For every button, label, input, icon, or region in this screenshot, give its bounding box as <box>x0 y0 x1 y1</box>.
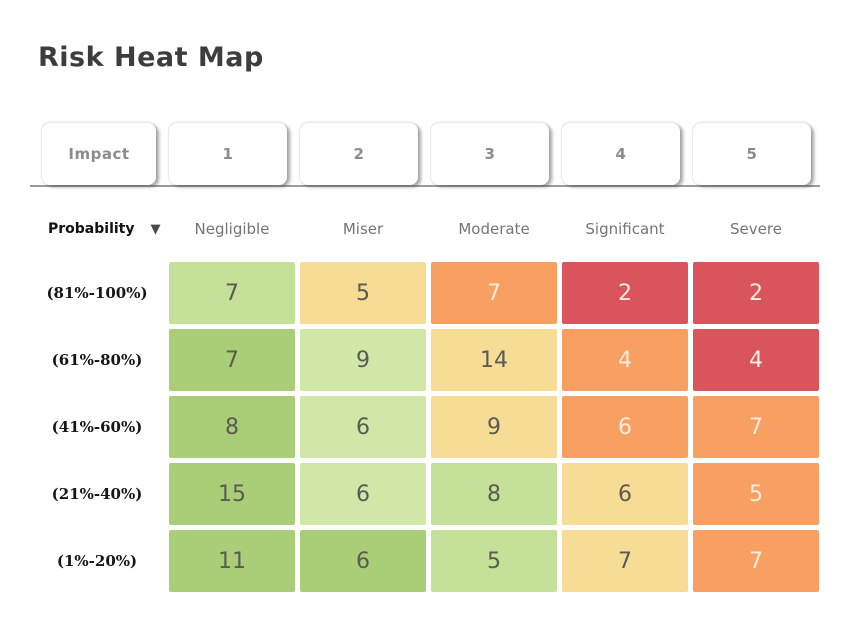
impact-tab-strip: Impact 1 2 3 4 5 <box>30 123 820 187</box>
heat-cell: 7 <box>693 530 819 592</box>
heat-cell: 7 <box>431 262 557 324</box>
probability-header: Probability ▼ <box>30 221 164 237</box>
tab-impact-label: Impact <box>68 145 130 163</box>
heat-cell: 5 <box>431 530 557 592</box>
tab-impact-3[interactable]: 3 <box>431 123 549 185</box>
heatmap-grid: (81%-100%) 7 5 7 2 2 (61%-80%) 7 9 14 4 4 (41%-60%) 8… <box>30 262 820 592</box>
heat-cell: 7 <box>169 262 295 324</box>
heat-cell: 6 <box>562 463 688 525</box>
heat-cell: 7 <box>693 396 819 458</box>
column-header-negligible: Negligible <box>194 220 270 238</box>
heat-cell: 5 <box>300 262 426 324</box>
probability-label: Probability <box>48 221 135 237</box>
page-title: Risk Heat Map <box>38 42 264 73</box>
heat-cell: 4 <box>562 329 688 391</box>
tab-impact-4[interactable]: 4 <box>562 123 680 185</box>
tab-4-label: 4 <box>615 145 627 163</box>
heat-cell: 6 <box>300 396 426 458</box>
heat-cell: 2 <box>693 262 819 324</box>
tab-impact[interactable]: Impact <box>42 123 156 185</box>
sort-down-icon[interactable]: ▼ <box>150 221 161 237</box>
heat-cell: 5 <box>693 463 819 525</box>
tab-1-label: 1 <box>222 145 234 163</box>
heat-cell: 14 <box>431 329 557 391</box>
column-header-moderate: Moderate <box>458 220 530 238</box>
heat-cell: 9 <box>300 329 426 391</box>
tab-impact-2[interactable]: 2 <box>300 123 418 185</box>
heat-cell: 6 <box>300 530 426 592</box>
row-label: (61%-80%) <box>51 351 143 369</box>
heat-cell: 7 <box>562 530 688 592</box>
heat-cell: 7 <box>169 329 295 391</box>
tab-impact-5[interactable]: 5 <box>693 123 811 185</box>
tab-2-label: 2 <box>353 145 365 163</box>
column-header-significant: Significant <box>585 220 665 238</box>
heat-cell: 11 <box>169 530 295 592</box>
heat-cell: 6 <box>562 396 688 458</box>
tab-impact-1[interactable]: 1 <box>169 123 287 185</box>
heat-cell: 9 <box>431 396 557 458</box>
row-label: (41%-60%) <box>51 418 143 436</box>
tab-5-label: 5 <box>746 145 758 163</box>
column-header-miser: Miser <box>342 220 384 238</box>
column-header-row: Probability ▼ Negligible Miser Moderate … <box>30 212 820 246</box>
column-header-severe: Severe <box>730 220 782 238</box>
heat-cell: 4 <box>693 329 819 391</box>
heat-cell: 2 <box>562 262 688 324</box>
tab-3-label: 3 <box>484 145 496 163</box>
heat-cell: 8 <box>431 463 557 525</box>
heat-cell: 8 <box>169 396 295 458</box>
row-label: (81%-100%) <box>46 284 148 302</box>
heat-cell: 15 <box>169 463 295 525</box>
row-label: (1%-20%) <box>56 552 138 570</box>
heat-cell: 6 <box>300 463 426 525</box>
row-label: (21%-40%) <box>51 485 143 503</box>
